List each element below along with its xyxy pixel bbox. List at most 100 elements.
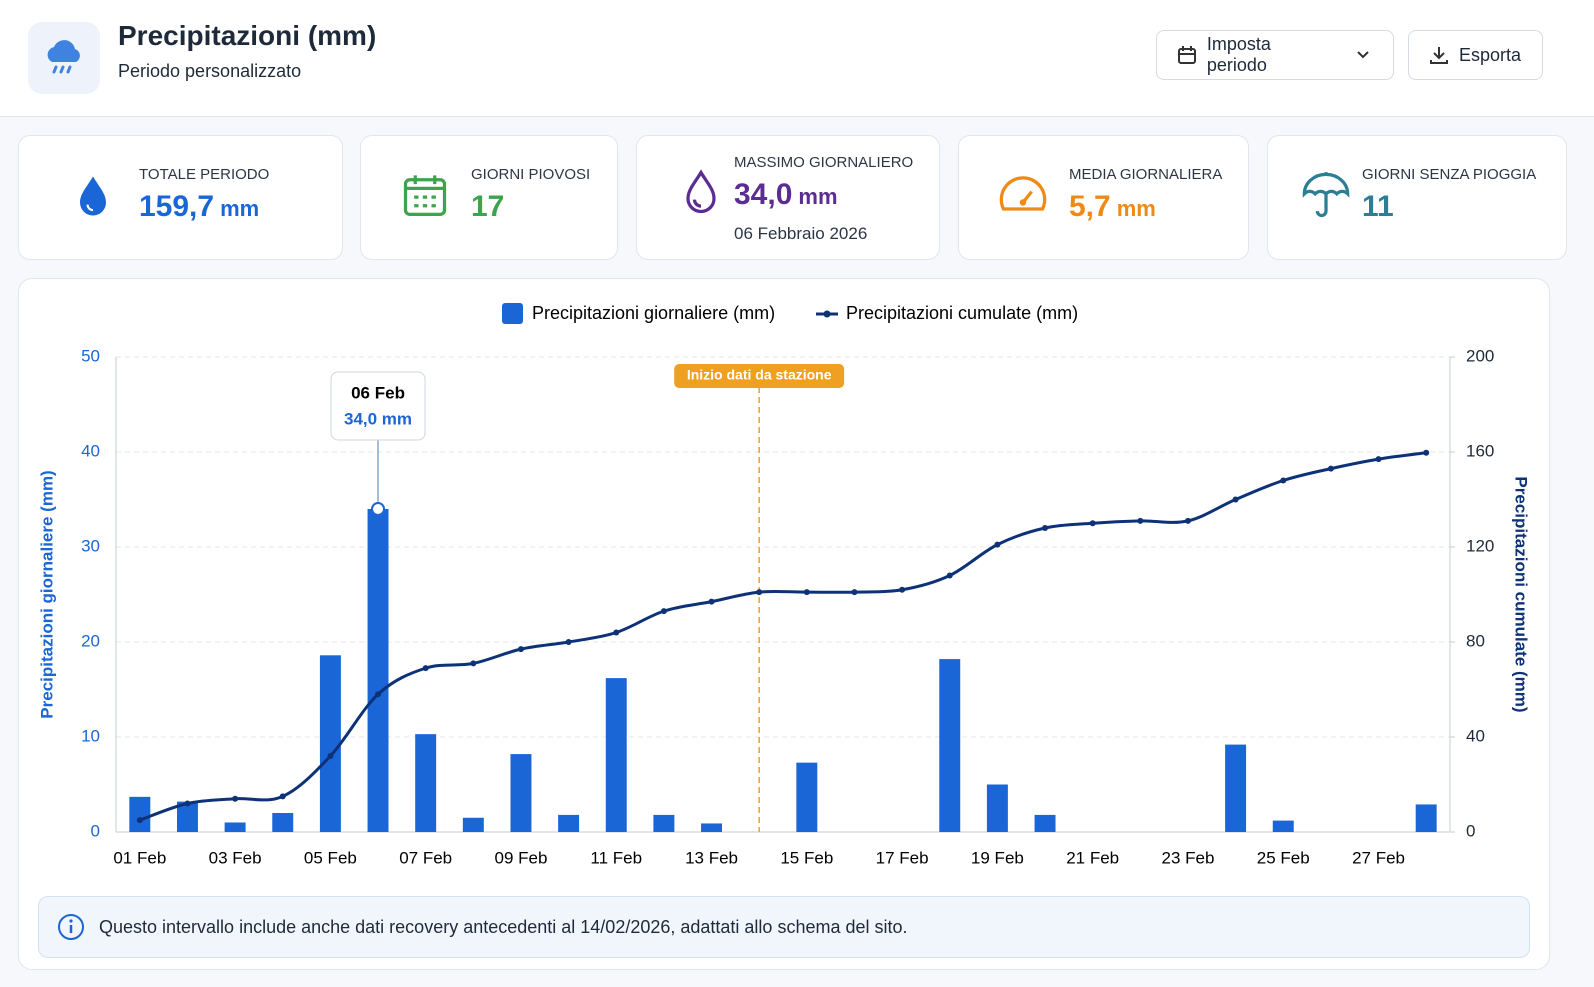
bar	[653, 814, 675, 832]
stat-label: TOTALE PERIODO	[139, 166, 270, 183]
legend-label: Precipitazioni giornaliere (mm)	[532, 303, 775, 323]
export-button[interactable]: Esporta	[1408, 30, 1543, 80]
cumulative-point	[517, 646, 524, 653]
value-number: 5,7	[1069, 190, 1111, 223]
bar	[1034, 814, 1056, 832]
stat-label: GIORNI SENZA PIOGGIA	[1362, 166, 1537, 183]
stat-icon	[997, 170, 1049, 227]
y-tick-label: 50	[81, 346, 100, 365]
stat-value: 159,7 mm	[139, 190, 259, 224]
y2-tick-label: 0	[1466, 821, 1475, 840]
cumulative-line	[139, 451, 1427, 822]
bar	[701, 823, 723, 832]
bar	[415, 734, 437, 832]
stat-value: 11	[1362, 190, 1394, 224]
cumulative-point	[1280, 477, 1287, 484]
x-tick-label: 03 Feb	[209, 848, 262, 867]
bar	[367, 509, 389, 832]
legend-swatch	[502, 303, 523, 324]
cumulative-point	[422, 665, 429, 672]
legend-label: Precipitazioni cumulate (mm)	[846, 303, 1078, 323]
period-button[interactable]: Imposta periodo	[1156, 30, 1394, 80]
icon	[80, 176, 106, 216]
bar	[272, 813, 294, 832]
x-tick-label: 09 Feb	[494, 848, 547, 867]
stat-label: GIORNI PIOVOSI	[471, 166, 591, 183]
cumulative-point	[1327, 465, 1334, 472]
bar	[558, 814, 580, 832]
icon	[403, 175, 447, 217]
annotation-badge	[674, 364, 845, 388]
x-tick-label: 01 Feb	[113, 848, 166, 867]
x-tick-label: 17 Feb	[876, 848, 929, 867]
cumulative-point	[1423, 449, 1430, 456]
bar	[605, 678, 627, 832]
icon	[999, 176, 1047, 211]
y-tick-label: 30	[81, 536, 100, 555]
y2-tick-label: 160	[1466, 441, 1494, 460]
stat-card: GIORNI PIOVOSI 17	[360, 135, 618, 260]
bar	[176, 801, 198, 832]
tooltip-title: 06 Feb	[351, 383, 405, 402]
cumulative-point	[327, 753, 334, 759]
cumulative-point	[756, 589, 763, 596]
bar	[939, 659, 961, 832]
value-unit: mm	[220, 196, 260, 221]
cumulative-point	[1184, 517, 1191, 524]
bar	[129, 796, 151, 832]
stat-value: 5,7 mm	[1069, 190, 1156, 224]
cumulative-point	[660, 608, 667, 615]
cumulative-point	[851, 589, 858, 596]
stat-card: GIORNI SENZA PIOGGIA 11	[1267, 135, 1567, 260]
y2-tick-label: 200	[1466, 346, 1494, 365]
stat-label: MASSIMO GIORNALIERO	[734, 154, 914, 171]
cumulative-point	[184, 800, 191, 807]
button-label: Imposta periodo	[1206, 34, 1271, 75]
cumulative-point	[1232, 496, 1239, 503]
value-number: 159,7	[139, 190, 215, 223]
info-icon	[58, 914, 84, 940]
value-number: 34,0	[734, 178, 793, 211]
y2-tick-label: 80	[1466, 631, 1485, 650]
y2-tick-label: 40	[1466, 726, 1485, 745]
cumulative-point	[899, 586, 906, 593]
stat-value: 34,0 mm	[734, 178, 838, 212]
bar	[796, 762, 818, 832]
icon	[1302, 172, 1350, 218]
value-unit: mm	[1116, 196, 1156, 221]
stat-label: MEDIA GIORNALIERA	[1069, 166, 1223, 183]
cumulative-point	[946, 572, 953, 579]
stat-card: MEDIA GIORNALIERA 5,7 mm	[958, 135, 1249, 260]
x-tick-label: 07 Feb	[399, 848, 452, 867]
cumulative-point	[136, 817, 143, 824]
value-unit: mm	[798, 184, 838, 209]
bar	[319, 655, 341, 832]
calendar-icon	[1178, 46, 1196, 64]
bar	[462, 817, 484, 832]
title: Precipitazioni (mm)	[118, 20, 377, 51]
cumulative-point	[803, 589, 810, 596]
annotation-text: Inizio dati da stazione	[687, 367, 832, 383]
stat-icon	[1300, 170, 1352, 227]
x-tick-label: 13 Feb	[685, 848, 738, 867]
bar	[986, 784, 1008, 832]
info-note: Questo intervallo include anche dati rec…	[38, 896, 1530, 958]
header-icon	[28, 22, 100, 94]
tooltip-point	[371, 502, 386, 516]
tooltip-box	[330, 371, 426, 441]
value-number: 11	[1362, 190, 1394, 223]
button-label: Esporta	[1459, 44, 1522, 65]
y2-tick-label: 120	[1466, 536, 1494, 555]
chart-panel	[18, 278, 1550, 970]
y-tick-label: 20	[81, 631, 100, 650]
tooltip-value: 34,0 mm	[344, 409, 412, 428]
y-axis-title: Precipitazioni giornaliere (mm)	[37, 470, 56, 718]
y2-axis-title: Precipitazioni cumulate (mm)	[1512, 476, 1531, 712]
cumulative-point	[232, 795, 239, 802]
y-tick-label: 0	[91, 821, 100, 840]
cumulative-point	[1375, 456, 1382, 463]
stat-value: 17	[471, 190, 504, 224]
x-tick-label: 27 Feb	[1352, 848, 1405, 867]
